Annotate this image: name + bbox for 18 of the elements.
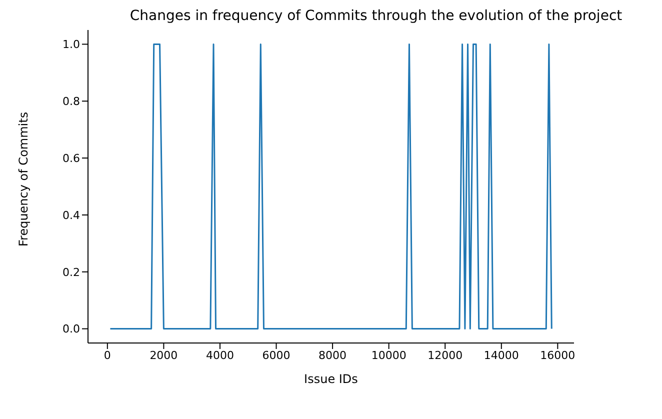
y-tick-label: 0.2 xyxy=(62,266,80,279)
y-tick-label: 0.6 xyxy=(62,152,80,165)
x-tick-label: 6000 xyxy=(262,348,290,362)
y-tick-label: 0.0 xyxy=(62,322,80,336)
y-tick-label: 0.4 xyxy=(62,208,80,222)
x-tick-label: 16000 xyxy=(540,348,576,362)
x-tick-label: 12000 xyxy=(428,348,463,362)
y-tick-label: 0.8 xyxy=(62,95,80,108)
chart-title: Changes in frequency of Commits through the evolution of the project xyxy=(128,8,624,26)
y-axis-title: Frequency of Commits xyxy=(16,112,30,246)
x-tick-label: 14000 xyxy=(484,348,519,362)
x-tick-label: 8000 xyxy=(318,348,347,362)
x-tick-label: 0 xyxy=(104,348,111,362)
x-axis-title: Issue IDs xyxy=(304,372,358,386)
x-tick-label: 2000 xyxy=(150,348,178,362)
y-tick-label: 1.0 xyxy=(62,38,80,52)
x-tick-label: 4000 xyxy=(206,348,234,362)
x-tick-label: 10000 xyxy=(371,348,406,362)
